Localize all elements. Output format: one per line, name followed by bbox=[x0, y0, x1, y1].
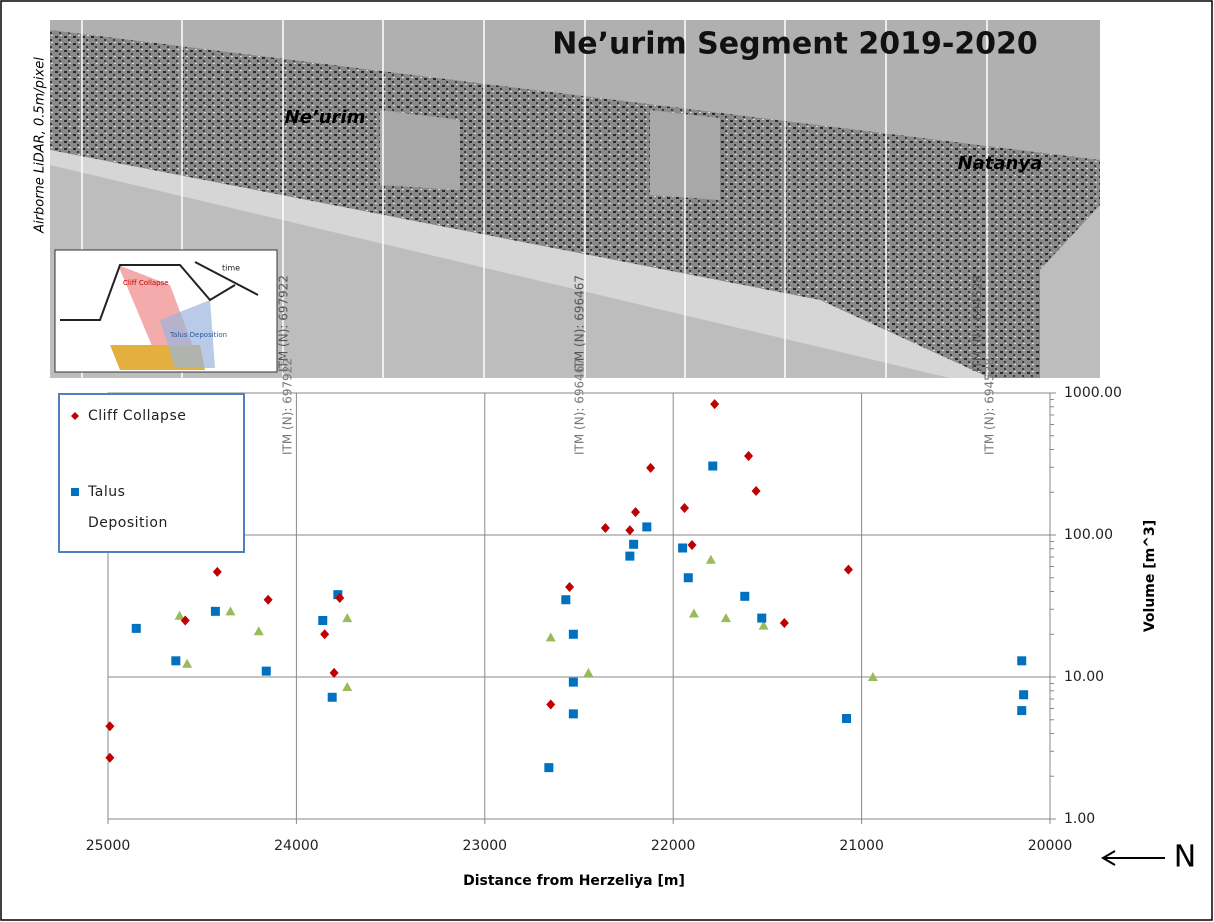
data-point bbox=[565, 582, 575, 593]
y-axis-label: Volume [m^3] bbox=[1142, 520, 1158, 632]
y-tick-label: 100.00 bbox=[1064, 527, 1113, 543]
data-point bbox=[327, 692, 337, 702]
data-point bbox=[842, 714, 852, 724]
inset-label: time bbox=[222, 264, 240, 273]
data-point bbox=[171, 656, 181, 666]
inset-diagram: Cliff Collapse Talus Deposition time bbox=[54, 249, 278, 373]
data-point bbox=[705, 554, 716, 564]
data-point bbox=[1017, 706, 1027, 716]
itm-label: ITM (N): 696467 bbox=[573, 358, 587, 455]
y-tick-label: 10.00 bbox=[1064, 669, 1104, 685]
data-point bbox=[688, 608, 699, 618]
itm-label: ITM (N): 694528 bbox=[971, 275, 985, 372]
data-point bbox=[568, 677, 578, 687]
data-point bbox=[105, 752, 115, 763]
data-point bbox=[263, 594, 273, 605]
north-arrow bbox=[1101, 850, 1116, 866]
legend-key bbox=[71, 412, 79, 420]
data-point bbox=[600, 523, 610, 534]
legend-marker bbox=[71, 412, 79, 420]
inset-label: Talus Deposition bbox=[169, 331, 227, 339]
data-point bbox=[744, 451, 754, 462]
data-point bbox=[546, 699, 556, 710]
legend-entry: Cliff Collapse bbox=[68, 401, 208, 432]
data-point bbox=[629, 539, 639, 549]
data-point bbox=[342, 682, 353, 692]
data-point bbox=[583, 667, 594, 677]
data-point bbox=[751, 486, 761, 497]
legend-label: Cliff Collapse bbox=[88, 408, 187, 424]
x-tick-label: 24000 bbox=[274, 838, 319, 854]
data-point bbox=[545, 632, 556, 642]
data-point bbox=[867, 672, 878, 681]
data-point bbox=[625, 551, 635, 561]
data-point bbox=[1019, 690, 1029, 700]
data-point bbox=[131, 623, 141, 633]
x-axis-label: Distance from Herzeliya [m] bbox=[463, 873, 685, 889]
itm-label: ITM (N): 697922 bbox=[277, 275, 291, 372]
x-tick-label: 20000 bbox=[1028, 838, 1073, 854]
data-point bbox=[1017, 656, 1027, 666]
legend-marker bbox=[71, 488, 79, 496]
x-tick-label: 23000 bbox=[463, 838, 508, 854]
data-point bbox=[687, 540, 697, 551]
data-point bbox=[329, 667, 339, 678]
data-point bbox=[544, 763, 554, 773]
data-point bbox=[642, 522, 652, 532]
data-point bbox=[320, 629, 330, 640]
data-point bbox=[708, 461, 718, 471]
chart-title: Ne’urim Segment 2019-2020 bbox=[552, 27, 1038, 62]
legend-key bbox=[71, 488, 79, 496]
data-point bbox=[180, 615, 190, 626]
data-point bbox=[568, 709, 578, 719]
data-point bbox=[210, 606, 220, 616]
data-point bbox=[757, 613, 767, 623]
data-point bbox=[740, 591, 750, 601]
data-point bbox=[253, 626, 264, 636]
data-point bbox=[758, 620, 769, 630]
x-tick-label: 25000 bbox=[86, 838, 131, 854]
data-point bbox=[261, 666, 271, 676]
place-label: Natanya bbox=[958, 153, 1043, 174]
data-point bbox=[568, 629, 578, 639]
data-point bbox=[646, 462, 656, 473]
data-point bbox=[212, 566, 222, 577]
data-point bbox=[720, 613, 731, 623]
legend-label: Talus Deposition bbox=[88, 484, 168, 531]
data-point bbox=[333, 590, 343, 600]
y-tick-label: 1000.00 bbox=[1064, 385, 1122, 401]
data-point bbox=[631, 507, 641, 518]
itm-label: ITM (N): 696467 bbox=[573, 275, 587, 372]
legend: Cliff Collapse Talus Deposition bbox=[58, 393, 245, 553]
north-label: N bbox=[1174, 840, 1196, 875]
itm-label: ITM (N): 697922 bbox=[281, 358, 295, 455]
data-point bbox=[318, 615, 328, 625]
x-tick-label: 21000 bbox=[839, 838, 884, 854]
x-tick-label: 22000 bbox=[651, 838, 696, 854]
legend-entry: Talus Deposition bbox=[68, 477, 168, 539]
data-point bbox=[683, 573, 693, 583]
data-point bbox=[225, 606, 236, 616]
data-point bbox=[342, 613, 353, 623]
data-point bbox=[680, 502, 690, 513]
data-point bbox=[182, 658, 193, 668]
data-point bbox=[561, 595, 571, 605]
place-label: Ne’urim bbox=[285, 107, 366, 128]
data-point bbox=[335, 593, 345, 604]
inset-label: Cliff Collapse bbox=[123, 279, 169, 287]
data-point bbox=[625, 525, 635, 536]
data-point bbox=[710, 399, 720, 410]
data-point bbox=[843, 564, 853, 575]
data-point bbox=[678, 543, 688, 553]
plot-area bbox=[107, 392, 1051, 820]
image-caption: Airborne LiDAR, 0.5m/pixel bbox=[33, 57, 48, 234]
data-point bbox=[174, 610, 185, 620]
itm-label: ITM (N): 694528 bbox=[983, 358, 997, 455]
data-point bbox=[105, 721, 115, 732]
y-tick-label: 1.00 bbox=[1064, 811, 1095, 827]
data-point bbox=[779, 618, 789, 629]
